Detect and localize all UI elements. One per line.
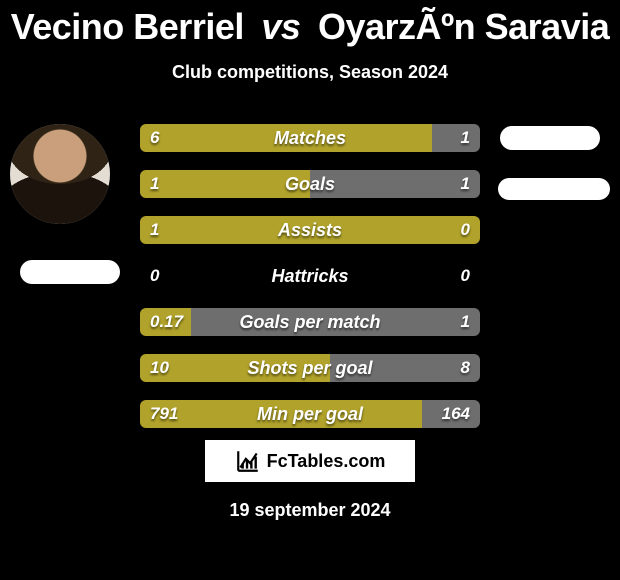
vs-separator: vs [261,6,300,47]
player1-team-pill [20,260,120,284]
watermark-text: FcTables.com [267,451,386,472]
stat-label: Matches [140,124,480,152]
page-title: Vecino Berriel vs OyarzÃºn Saravia [0,0,620,48]
stat-row: 10Assists [140,216,480,244]
stat-row: 108Shots per goal [140,354,480,382]
player1-avatar [10,124,110,224]
stat-row: 00Hattricks [140,262,480,290]
stat-row: 61Matches [140,124,480,152]
stat-row: 11Goals [140,170,480,198]
stat-row: 791164Min per goal [140,400,480,428]
stat-label: Goals per match [140,308,480,336]
date-label: 19 september 2024 [0,500,620,521]
player2-name: OyarzÃºn Saravia [318,6,609,47]
subtitle: Club competitions, Season 2024 [0,62,620,83]
player2-team-pill [498,178,610,200]
stat-row: 0.171Goals per match [140,308,480,336]
stat-label: Shots per goal [140,354,480,382]
player1-avatar-image [10,124,110,224]
player2-avatar-pill [500,126,600,150]
watermark: FcTables.com [205,440,415,482]
player1-name: Vecino Berriel [11,6,244,47]
stat-label: Min per goal [140,400,480,428]
chart-icon [235,448,261,474]
stat-label: Goals [140,170,480,198]
stats-table: 61Matches 11Goals 10Assists 00Hattricks 0.17… [140,124,480,446]
stat-label: Hattricks [140,262,480,290]
stat-label: Assists [140,216,480,244]
